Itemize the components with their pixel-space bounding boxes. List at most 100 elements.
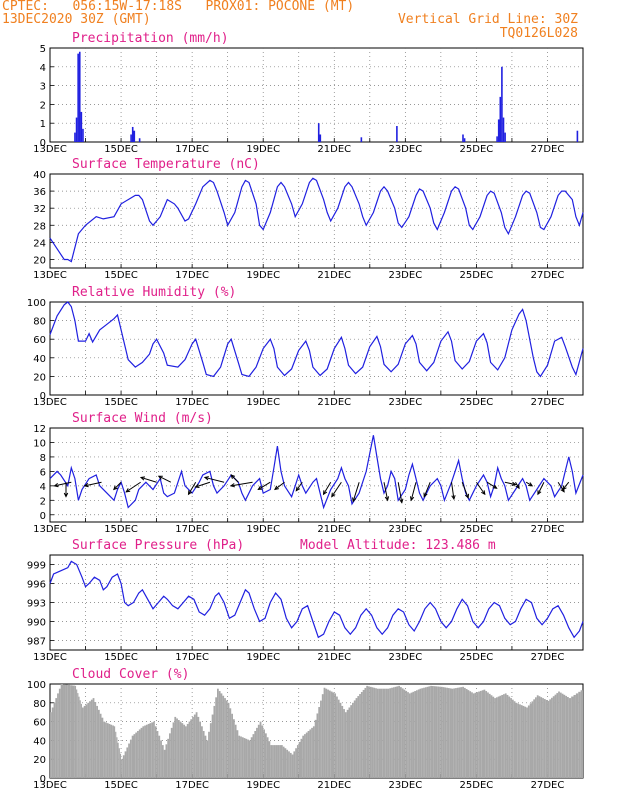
cloud-bar xyxy=(57,693,59,778)
wind-arrow xyxy=(562,481,570,490)
cloud-bar xyxy=(474,692,477,778)
wind-arrowhead xyxy=(515,484,520,490)
cloud-bar xyxy=(195,712,198,778)
cloud-bar xyxy=(298,741,301,778)
series-line xyxy=(49,177,584,263)
cloud-bar xyxy=(527,705,530,778)
cloud-bar xyxy=(113,726,116,778)
cloud-bar xyxy=(169,733,171,778)
x-tick-label: 25DEC xyxy=(460,524,494,535)
cloud-bar xyxy=(558,691,560,778)
precip-bar xyxy=(463,138,466,142)
cloud-bar xyxy=(325,688,328,778)
x-tick-label: 23DEC xyxy=(388,270,422,281)
cloud-bar xyxy=(138,729,141,778)
cloud-bar xyxy=(380,688,383,778)
cloud-bar xyxy=(103,721,106,778)
cloud-bar xyxy=(234,724,237,778)
cloud-bar xyxy=(455,688,457,778)
cloud-bar xyxy=(142,726,145,778)
wind-arrow xyxy=(54,481,72,487)
precip-bar xyxy=(74,132,76,142)
wind-arrowhead xyxy=(399,498,404,504)
cloud-bar xyxy=(378,688,381,778)
cloud-bar xyxy=(437,686,440,778)
cloud-bar xyxy=(346,709,349,778)
y-tick-label: 24 xyxy=(33,238,46,249)
x-tick-label: 19DEC xyxy=(246,397,280,408)
cloud-bar xyxy=(511,699,514,778)
panel-title: Surface Temperature (nC) xyxy=(72,157,260,172)
y-tick-label: 100 xyxy=(27,298,46,309)
y-tick-label: 12 xyxy=(33,424,46,435)
wind-arrowhead xyxy=(139,476,146,481)
cloud-bar xyxy=(186,723,189,778)
precip-bar xyxy=(77,53,79,142)
wind-arrow xyxy=(140,476,157,483)
cloud-bar xyxy=(391,687,393,778)
cloud-bar xyxy=(495,697,498,778)
cloud-bar xyxy=(529,703,532,778)
cloud-bar xyxy=(568,698,572,778)
cloud-bar xyxy=(355,698,358,778)
cloud-bar xyxy=(462,686,464,778)
cloud-bar xyxy=(364,687,367,778)
cloud-bar xyxy=(224,698,226,778)
cloud-bar xyxy=(105,722,107,778)
y-tick-label: 1 xyxy=(40,119,46,130)
cloud-bar xyxy=(360,691,363,778)
cloud-bar xyxy=(508,696,511,778)
cloud-bar xyxy=(263,729,265,778)
cloud-bar xyxy=(519,704,521,778)
cloud-bar xyxy=(218,691,221,778)
cloud-bar xyxy=(309,729,312,778)
plot-frame xyxy=(49,427,584,523)
cloud-bar xyxy=(318,707,321,778)
wind-arrowhead xyxy=(83,482,89,488)
cloud-bar xyxy=(300,738,303,778)
y-tick-label: 80 xyxy=(33,699,46,710)
wind-arrow xyxy=(423,482,431,497)
y-tick-label: 28 xyxy=(33,221,46,232)
cloud-bar xyxy=(217,688,219,778)
x-tick-label: 21DEC xyxy=(317,144,351,155)
cloud-bar xyxy=(417,689,420,778)
cloud-bar xyxy=(330,691,333,778)
plot-frame xyxy=(49,554,584,651)
cloud-bar xyxy=(536,695,539,778)
cloud-bar xyxy=(357,696,360,778)
cloud-bar xyxy=(556,693,559,778)
y-tick-label: 4 xyxy=(40,63,46,74)
cloud-bar xyxy=(117,742,119,778)
cloud-bar xyxy=(140,727,143,778)
wind-arrowhead xyxy=(322,490,328,496)
cloud-bar xyxy=(78,696,80,778)
precip-bar xyxy=(360,137,363,142)
cloud-bar xyxy=(279,745,281,778)
y-tick-label: 993 xyxy=(27,599,46,610)
panel-title: Precipitation (mm/h) xyxy=(72,31,229,46)
plot-frame xyxy=(49,47,584,143)
cloud-bar xyxy=(571,696,574,778)
x-tick-label: 21DEC xyxy=(317,780,351,791)
y-tick-label: 999 xyxy=(27,561,46,572)
cloud-bar xyxy=(323,687,326,778)
wind-arrowhead xyxy=(409,496,415,502)
cloud-bar xyxy=(401,688,404,778)
y-tick-label: 60 xyxy=(33,335,46,346)
wind-arrowhead xyxy=(194,483,200,489)
wind-arrow xyxy=(475,481,486,495)
cloud-bar xyxy=(288,751,290,778)
panel-5: 0 20 40 60 80 100 13DEC 15DEC 17DEC 19DEC 21DEC 23D… xyxy=(27,667,584,791)
x-tick-label: 19DEC xyxy=(246,652,280,663)
cloud-bar xyxy=(449,688,452,778)
wind-arrow xyxy=(352,482,360,502)
cloud-bar xyxy=(94,702,97,778)
series-line xyxy=(49,560,584,639)
x-tick-label: 13DEC xyxy=(33,397,67,408)
wind-arrow xyxy=(323,481,332,495)
cloud-bar xyxy=(531,701,534,778)
wind-arrow xyxy=(158,475,172,483)
cloud-bar xyxy=(320,700,322,778)
wind-arrow xyxy=(230,474,239,483)
